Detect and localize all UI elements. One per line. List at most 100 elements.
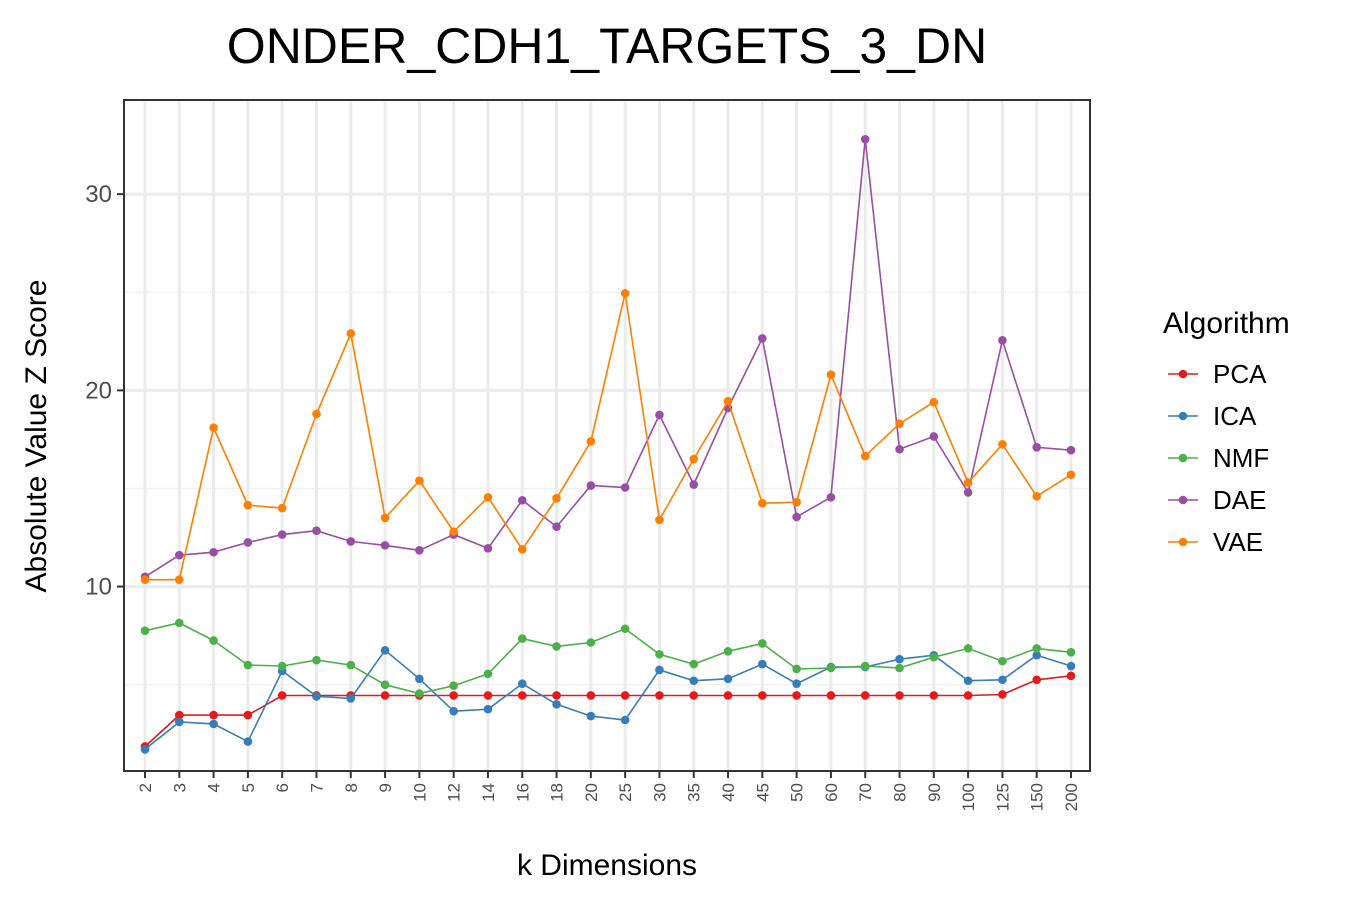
data-point-vae bbox=[243, 500, 253, 510]
series-line-ica bbox=[144, 649, 1072, 751]
x-tick-label: 16 bbox=[513, 783, 532, 802]
data-point-ica bbox=[689, 676, 699, 686]
series-nmf bbox=[140, 618, 1076, 698]
data-point-dae bbox=[380, 541, 390, 550]
data-point-nmf bbox=[380, 680, 390, 689]
data-point-ica bbox=[449, 706, 458, 716]
data-point-dae bbox=[1066, 445, 1076, 455]
data-point-dae bbox=[620, 483, 630, 492]
series-vae bbox=[140, 288, 1076, 585]
x-tick-label: 200 bbox=[1062, 783, 1081, 811]
chart-title: ONDER_CDH1_TARGETS_3_DN bbox=[227, 18, 987, 74]
series-line-nmf bbox=[144, 622, 1072, 695]
data-point-pca bbox=[517, 691, 527, 700]
data-point-ica bbox=[140, 745, 150, 754]
data-point-pca bbox=[895, 691, 904, 700]
series-line-pca bbox=[144, 675, 1072, 748]
legend-key-point bbox=[1178, 495, 1188, 505]
x-tick-label: 2 bbox=[136, 783, 155, 792]
x-axis-title: k Dimensions bbox=[517, 849, 697, 882]
legend-key-point bbox=[1178, 537, 1188, 547]
data-point-pca bbox=[243, 710, 253, 720]
data-point-vae bbox=[1032, 492, 1042, 501]
data-point-nmf bbox=[312, 655, 321, 665]
data-point-ica bbox=[620, 715, 630, 725]
data-point-pca bbox=[723, 691, 733, 700]
data-point-ica bbox=[792, 679, 801, 688]
legend: Algorithm PCA ICA NMF DAE VAE bbox=[1163, 307, 1290, 557]
data-point-pca bbox=[483, 691, 493, 700]
x-tick-label: 45 bbox=[753, 783, 772, 802]
data-point-nmf bbox=[929, 652, 939, 662]
data-point-nmf bbox=[963, 644, 973, 653]
legend-key-nmf bbox=[1168, 453, 1198, 463]
legend-key-vae bbox=[1168, 537, 1198, 547]
series-layer bbox=[140, 134, 1076, 754]
data-point-dae bbox=[860, 134, 870, 144]
data-point-vae bbox=[758, 498, 767, 508]
x-tick-label: 125 bbox=[993, 783, 1012, 811]
data-point-vae bbox=[586, 437, 596, 446]
data-point-dae bbox=[792, 512, 801, 522]
data-point-vae bbox=[895, 419, 904, 429]
x-tick-label: 100 bbox=[959, 783, 978, 811]
data-point-ica bbox=[380, 646, 390, 655]
data-point-nmf bbox=[174, 618, 184, 628]
data-point-pca bbox=[209, 710, 218, 720]
legend-title: Algorithm bbox=[1163, 307, 1290, 340]
data-point-dae bbox=[689, 480, 699, 489]
data-point-ica bbox=[415, 674, 424, 684]
data-point-vae bbox=[998, 440, 1007, 449]
plot-panel-border bbox=[123, 99, 1091, 772]
x-tick-label: 50 bbox=[788, 783, 807, 802]
legend-label-ica: ICA bbox=[1213, 401, 1257, 431]
x-tick-label: 90 bbox=[925, 783, 944, 802]
data-point-vae bbox=[552, 493, 561, 503]
data-point-nmf bbox=[449, 681, 458, 690]
y-axis: 10 20 30 bbox=[85, 181, 124, 601]
data-point-dae bbox=[174, 550, 184, 560]
data-point-pca bbox=[380, 691, 390, 700]
data-point-dae bbox=[552, 522, 561, 532]
x-tick-label: 9 bbox=[376, 783, 395, 792]
data-point-vae bbox=[346, 329, 356, 338]
data-point-nmf bbox=[1066, 647, 1076, 657]
series-line-vae bbox=[145, 293, 1072, 581]
data-point-nmf bbox=[1032, 644, 1042, 653]
data-point-pca bbox=[758, 691, 767, 700]
data-point-dae bbox=[277, 530, 287, 539]
data-point-ica bbox=[998, 675, 1007, 685]
x-tick-label: 60 bbox=[822, 783, 841, 802]
x-tick-label: 6 bbox=[273, 783, 292, 792]
legend-label-dae: DAE bbox=[1213, 485, 1266, 515]
data-point-vae bbox=[415, 476, 424, 485]
x-tick-label: 70 bbox=[856, 783, 875, 802]
legend-key-point bbox=[1178, 411, 1188, 421]
data-point-dae bbox=[758, 334, 767, 343]
data-point-nmf bbox=[620, 624, 630, 634]
data-point-ica bbox=[1066, 661, 1076, 671]
data-point-nmf bbox=[243, 660, 253, 670]
data-point-vae bbox=[929, 397, 939, 407]
data-point-pca bbox=[449, 691, 458, 700]
data-point-nmf bbox=[483, 669, 493, 679]
x-tick-label: 14 bbox=[479, 783, 498, 802]
data-point-nmf bbox=[209, 636, 218, 645]
data-point-ica bbox=[552, 699, 561, 709]
data-point-nmf bbox=[552, 642, 561, 651]
x-tick-label: 30 bbox=[650, 783, 669, 802]
data-point-vae bbox=[689, 454, 699, 464]
y-axis-title: Absolute Value Z Score bbox=[20, 280, 53, 593]
y-tick-label: 10 bbox=[85, 574, 112, 601]
data-point-vae bbox=[174, 575, 184, 585]
x-tick-label: 3 bbox=[170, 783, 189, 792]
series-line-dae bbox=[144, 139, 1072, 578]
x-tick-label: 40 bbox=[719, 783, 738, 802]
data-point-ica bbox=[723, 674, 733, 684]
legend-key-point bbox=[1178, 369, 1188, 379]
data-point-nmf bbox=[517, 634, 527, 643]
data-point-pca bbox=[552, 691, 561, 700]
data-point-ica bbox=[586, 711, 596, 721]
data-point-nmf bbox=[723, 647, 733, 656]
data-point-nmf bbox=[689, 659, 699, 669]
